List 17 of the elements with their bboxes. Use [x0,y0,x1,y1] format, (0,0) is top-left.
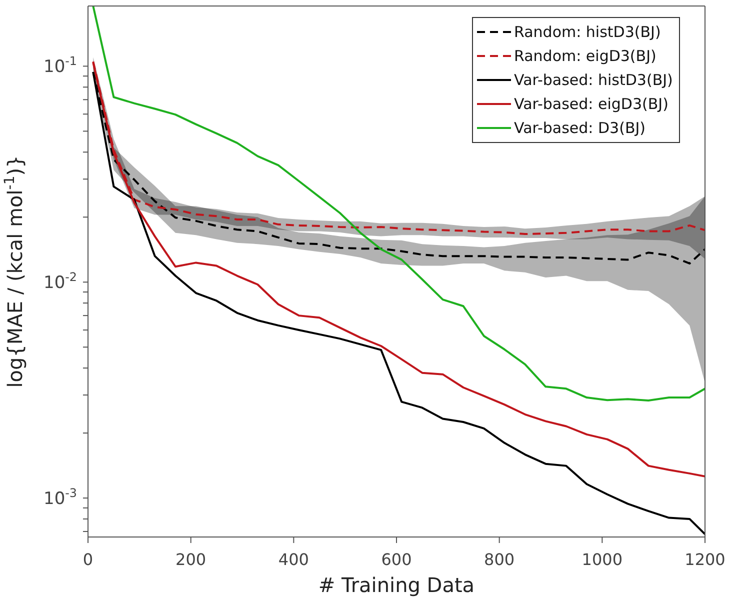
legend-label: Random: eigD3(BJ) [514,46,656,67]
line-series [92,6,705,402]
legend-label: Random: histD3(BJ) [514,22,661,43]
x-tick-label: 200 [176,550,206,569]
y-tick-label: 10$^{-3}$ [44,486,77,510]
x-tick-label: 600 [381,550,412,569]
x-tick-label: 0 [82,550,94,569]
x-tick-label: 400 [278,550,309,569]
x-tick-label: 1200 [684,550,726,569]
x-tick-label: 800 [484,550,515,569]
legend-label: Var-based: histD3(BJ) [514,70,673,91]
y-tick-label: 10$^{-2}$ [44,270,77,294]
legend-label: Var-based: eigD3(BJ) [514,94,668,115]
y-tick-label: 10$^{-1}$ [44,54,77,78]
legend-label: Var-based: D3(BJ) [514,118,646,139]
x-axis-title: # Training Data [318,573,475,597]
x-tick-label: 1000 [582,550,623,569]
